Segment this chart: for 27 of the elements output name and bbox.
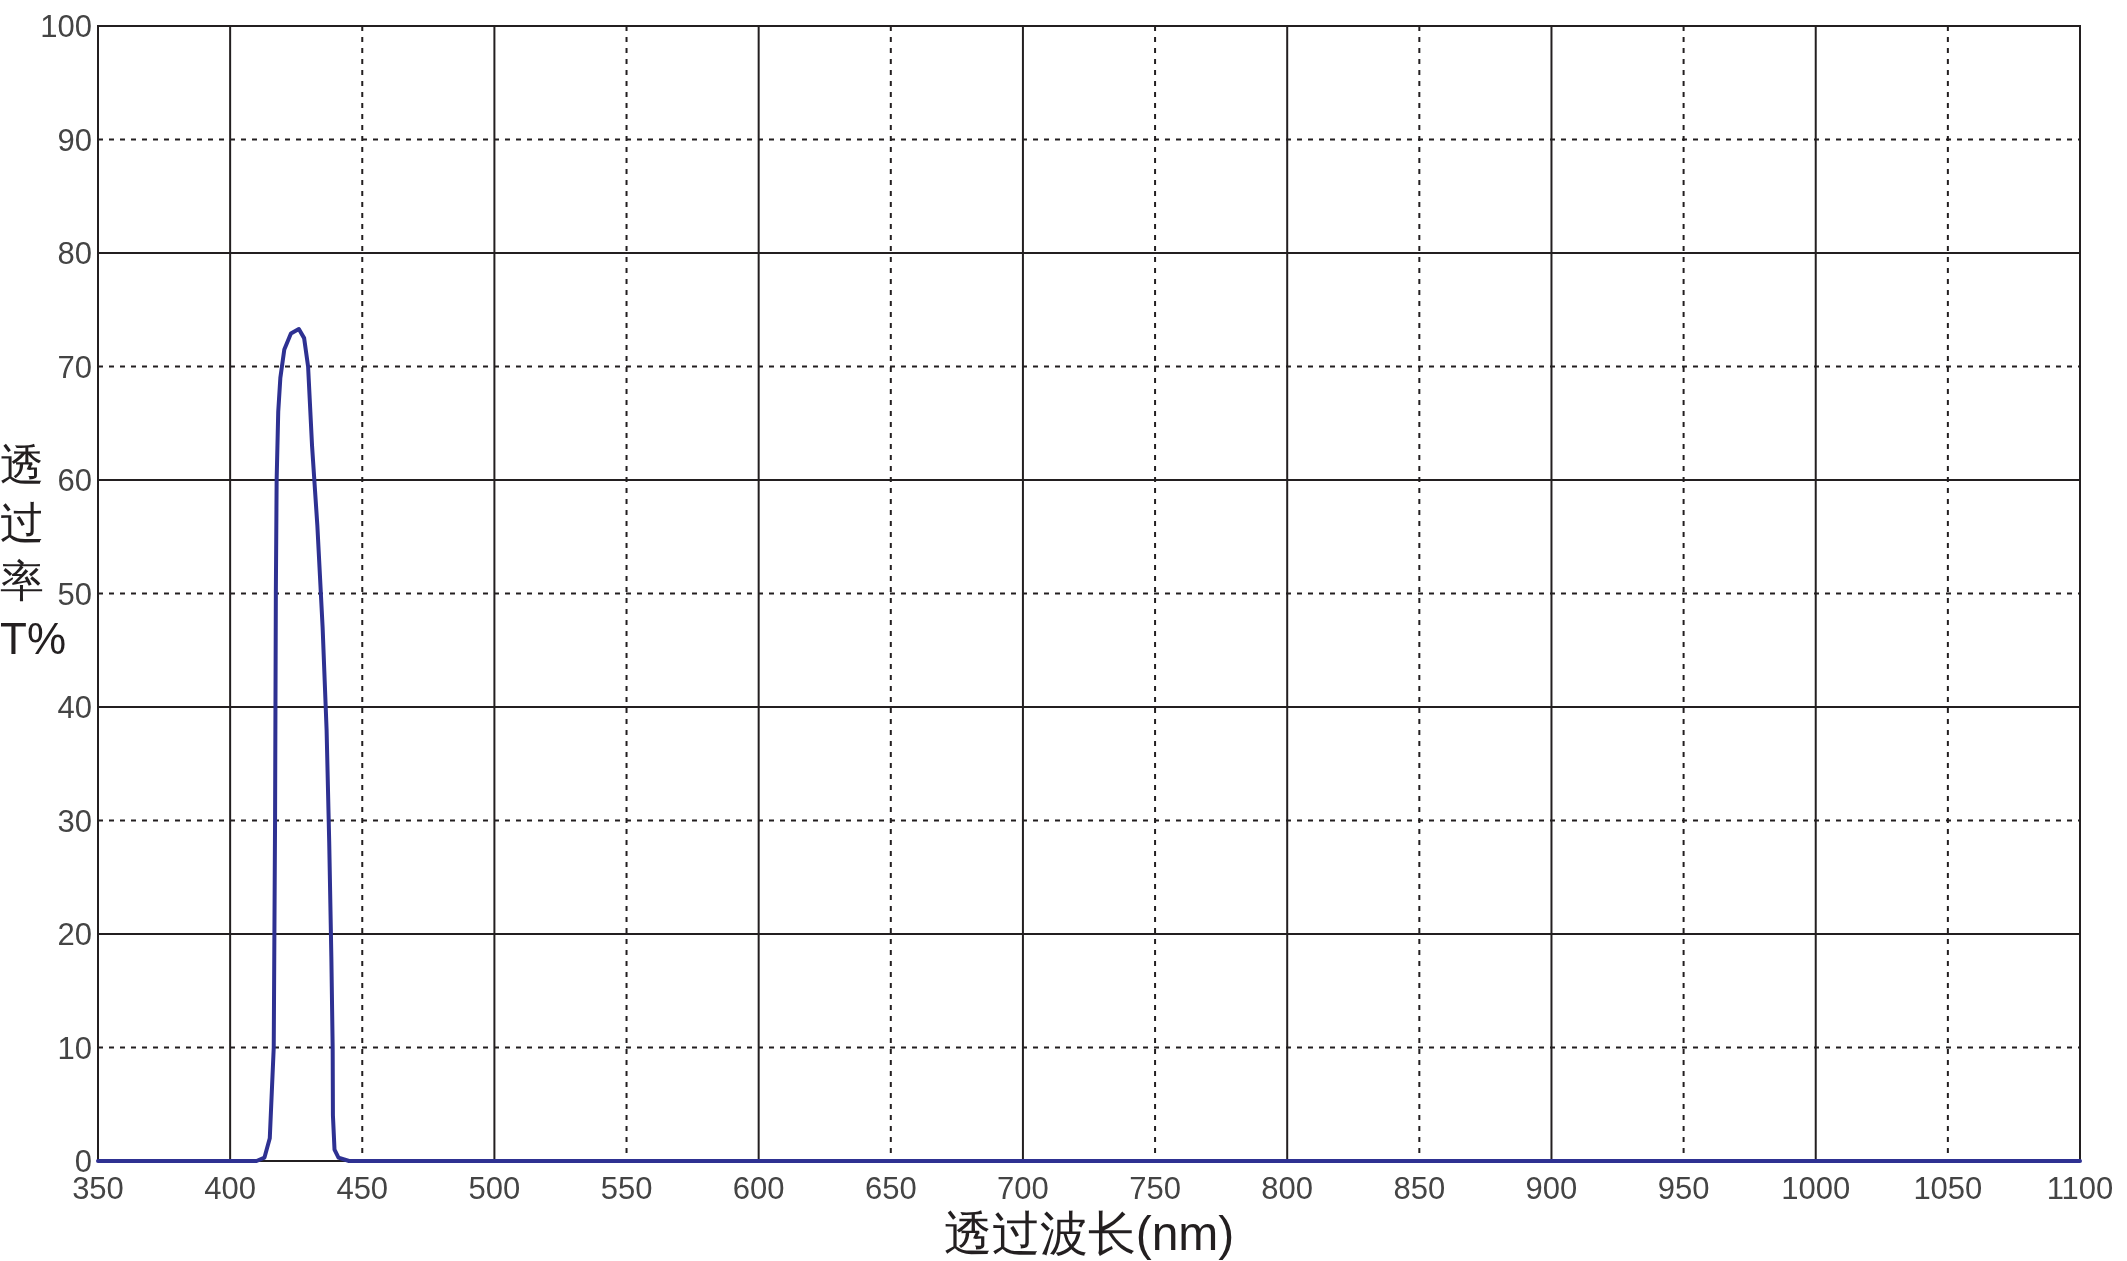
x-tick-label: 600 [732,1171,785,1206]
x-tick-label: 1100 [2046,1171,2114,1206]
x-tick-label: 1000 [1781,1171,1851,1206]
x-tick-label: 550 [600,1171,653,1206]
x-tick-label: 500 [468,1171,521,1206]
x-tick-label: 1050 [1913,1171,1983,1206]
x-tick-label: 650 [864,1171,917,1206]
x-tick-label: 700 [997,1171,1049,1206]
y-tick-label: 20 [57,917,92,952]
y-tick-label: 40 [57,690,92,725]
y-tick-label: 70 [57,349,92,385]
x-tick-label: 750 [1129,1171,1181,1206]
x-tick-label: 850 [1393,1171,1446,1206]
y-tick-label: 90 [57,122,92,158]
x-tick-label: 800 [1261,1171,1314,1206]
y-tick-label: 10 [57,1030,92,1066]
x-tick-label: 350 [72,1171,124,1206]
x-tick-label: 950 [1657,1171,1710,1206]
x-tick-label: 900 [1525,1171,1578,1206]
y-tick-label: 30 [57,803,92,839]
x-tick-label: 400 [204,1171,256,1206]
y-tick-label: 100 [40,9,92,44]
y-tick-label: 60 [57,463,92,498]
x-tick-label: 450 [336,1171,389,1206]
x-axis-title: 透过波长(nm) [943,1207,1235,1260]
line-series [96,327,2082,1163]
y-tick-label: 80 [57,236,92,271]
